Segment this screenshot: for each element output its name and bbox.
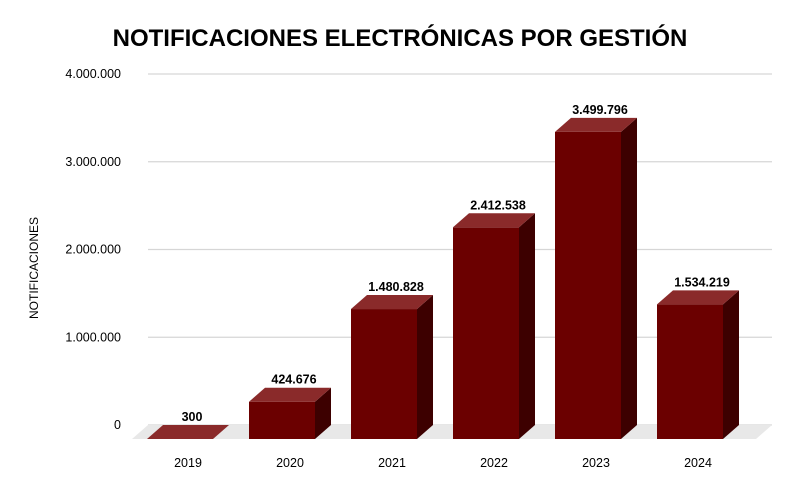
y-tick-label: 3.000.000 [65,155,121,169]
bar-front [555,131,621,440]
y-tick-label: 2.000.000 [65,243,121,257]
y-axis-ticks: 0 1.000.000 2.000.000 3.000.000 4.000.000 [65,67,121,432]
x-tick-label: 2024 [684,456,712,470]
chart-title: NOTIFICACIONES ELECTRÓNICAS POR GESTIÓN [113,24,688,52]
bar-front [351,309,417,439]
y-tick-label: 1.000.000 [65,330,121,344]
bar: 2.412.538 [453,198,535,439]
bar-top [453,213,535,228]
bar: 300 [147,410,229,439]
bars: 300 424.676 1.480.828 2.412.538 3.499.796 1.5… [147,103,739,440]
x-tick-label: 2022 [480,456,508,470]
bar-top [147,424,229,439]
data-label: 300 [182,410,203,424]
bar-front [249,401,315,439]
x-tick-label: 2020 [276,456,304,470]
bar-side [519,213,535,439]
data-label: 424.676 [271,373,316,387]
bar: 3.499.796 [555,103,637,440]
bar: 1.534.219 [657,275,739,439]
y-axis-label: NOTIFICACIONES [27,217,41,319]
bar-side [315,387,331,439]
data-label: 1.480.828 [368,280,424,294]
y-tick-label: 0 [114,418,121,432]
bar-side [723,290,739,439]
x-tick-label: 2019 [174,456,202,470]
bar-side [621,117,637,440]
y-tick-label: 4.000.000 [65,67,121,81]
data-label: 1.534.219 [674,275,730,289]
bar: 424.676 [249,373,331,439]
bar-front [657,304,723,439]
x-tick-label: 2023 [582,456,610,470]
x-tick-label: 2021 [378,456,406,470]
data-label: 3.499.796 [572,103,628,117]
x-axis-ticks: 2019 2020 2021 2022 2023 2024 [174,456,712,470]
data-label: 2.412.538 [470,198,526,212]
bar-front [453,227,519,439]
bar-top [555,117,637,132]
bar-top [351,295,433,310]
bar-top [249,387,331,402]
bar: 1.480.828 [351,280,433,439]
bar-side [213,424,229,439]
bar-side [417,295,433,439]
bar-top [657,290,739,305]
